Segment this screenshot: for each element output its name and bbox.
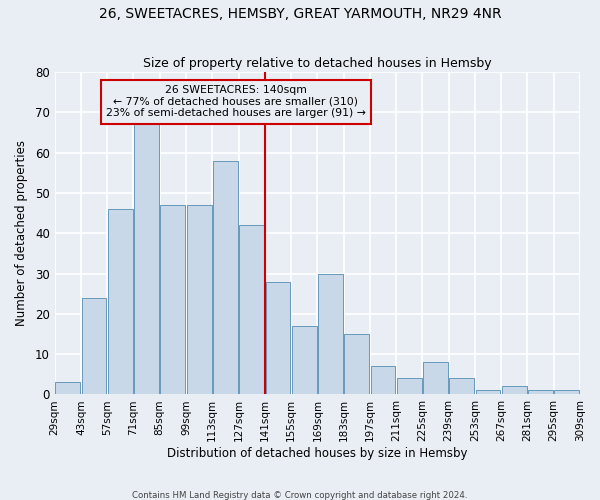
Bar xyxy=(187,205,212,394)
Bar xyxy=(134,124,159,394)
Bar xyxy=(423,362,448,394)
Bar xyxy=(554,390,579,394)
X-axis label: Distribution of detached houses by size in Hemsby: Distribution of detached houses by size … xyxy=(167,447,467,460)
Bar xyxy=(239,225,264,394)
Bar xyxy=(55,382,80,394)
Bar xyxy=(476,390,500,394)
Bar xyxy=(108,209,133,394)
Text: 26, SWEETACRES, HEMSBY, GREAT YARMOUTH, NR29 4NR: 26, SWEETACRES, HEMSBY, GREAT YARMOUTH, … xyxy=(98,8,502,22)
Bar xyxy=(449,378,474,394)
Text: Contains HM Land Registry data © Crown copyright and database right 2024.: Contains HM Land Registry data © Crown c… xyxy=(132,490,468,500)
Bar xyxy=(292,326,317,394)
Bar xyxy=(266,282,290,395)
Bar xyxy=(528,390,553,394)
Bar xyxy=(502,386,527,394)
Bar xyxy=(371,366,395,394)
Bar xyxy=(318,274,343,394)
Text: 26 SWEETACRES: 140sqm
← 77% of detached houses are smaller (310)
23% of semi-det: 26 SWEETACRES: 140sqm ← 77% of detached … xyxy=(106,85,366,118)
Bar xyxy=(397,378,422,394)
Bar xyxy=(82,298,106,394)
Bar xyxy=(344,334,369,394)
Title: Size of property relative to detached houses in Hemsby: Size of property relative to detached ho… xyxy=(143,56,491,70)
Y-axis label: Number of detached properties: Number of detached properties xyxy=(15,140,28,326)
Bar xyxy=(160,205,185,394)
Bar xyxy=(213,160,238,394)
